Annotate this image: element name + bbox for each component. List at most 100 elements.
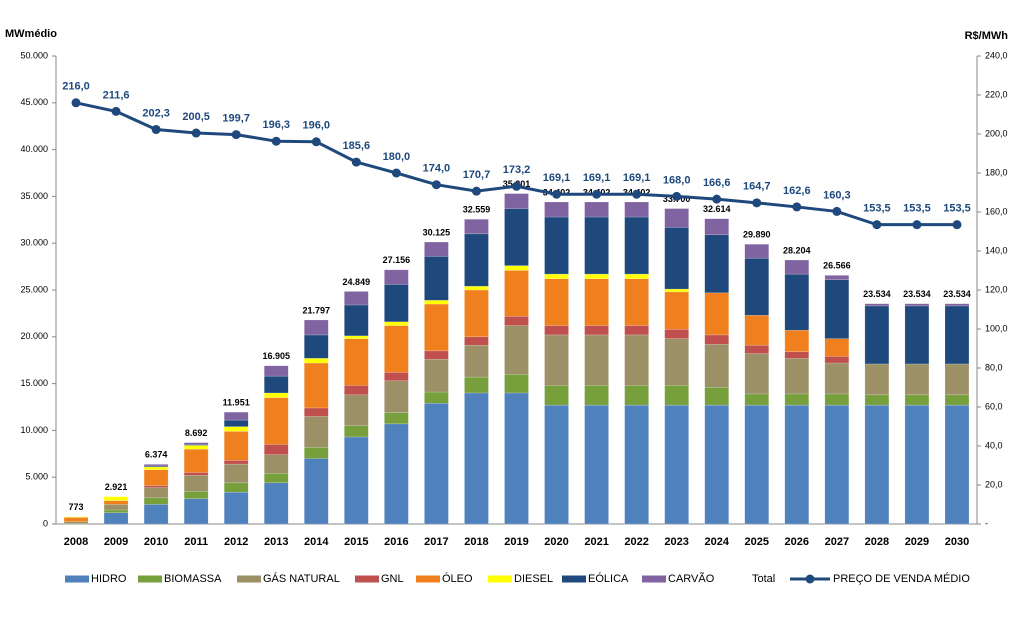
price-label: 180,0 <box>383 151 411 163</box>
bar-segment <box>944 394 970 406</box>
y2ticks-label: 220,0 <box>985 89 1008 99</box>
x-tick-label: 2023 <box>664 536 688 548</box>
bar-segment <box>504 270 529 317</box>
bar-segment <box>704 344 729 388</box>
bar-segment <box>904 303 930 307</box>
price-label: 160,3 <box>823 189 851 201</box>
price-label: 196,0 <box>303 120 331 132</box>
bar-segment <box>624 278 649 326</box>
bar-segment <box>304 458 329 525</box>
x-tick-label: 2021 <box>584 536 608 548</box>
price-label: 170,7 <box>463 169 491 181</box>
legend-label: HIDRO <box>91 573 127 585</box>
x-tick-label: 2029 <box>905 536 929 548</box>
bar-segment <box>944 303 970 307</box>
total-label: 23.534 <box>863 289 891 299</box>
price-point <box>271 136 281 146</box>
yticks-label: 40.000 <box>20 144 48 154</box>
x-tick-label: 2018 <box>464 536 488 548</box>
price-point <box>512 181 521 191</box>
price-point <box>712 194 722 204</box>
bar-segment <box>424 359 449 393</box>
bar-segment <box>544 385 569 406</box>
bar-segment <box>223 431 249 461</box>
bar-segment <box>223 411 249 421</box>
legend-label: GNL <box>381 573 404 585</box>
bar-segment <box>544 278 569 326</box>
bar-segment <box>544 201 569 218</box>
bar-segment <box>183 490 209 499</box>
bar-segment <box>464 218 489 235</box>
bar-segment <box>223 482 249 493</box>
x-tick-label: 2025 <box>745 536 769 548</box>
bar-segment <box>864 305 890 365</box>
legend-swatch <box>488 575 512 583</box>
total-label: 11.951 <box>223 398 250 408</box>
bar-segment <box>304 407 329 417</box>
bar-segment <box>944 363 970 396</box>
bar-segment <box>584 334 609 386</box>
legend-swatch <box>355 575 379 583</box>
bar-segment <box>864 394 890 406</box>
y2ticks-label: 40,0 <box>985 440 1003 450</box>
y2ticks-label: 20,0 <box>985 479 1003 489</box>
price-label: 162,6 <box>783 185 811 197</box>
bar-segment <box>904 394 930 406</box>
yticks-label: 45.000 <box>20 97 48 107</box>
bar-segment <box>704 218 729 236</box>
bar-segment <box>504 325 529 375</box>
bar-segment <box>704 292 729 336</box>
bar-segment <box>464 289 489 338</box>
yticks-label: 30.000 <box>20 238 48 248</box>
legend-label: Total <box>752 573 775 585</box>
bar-segment <box>624 273 649 280</box>
bar-segment <box>103 500 129 505</box>
x-tick-label: 2026 <box>785 536 809 548</box>
bar-segment <box>344 291 369 306</box>
bar-segment <box>183 448 209 473</box>
x-tick-label: 2010 <box>144 536 168 548</box>
price-point <box>231 130 241 140</box>
bar-segment <box>784 351 810 359</box>
bar-segment <box>103 496 129 501</box>
bar-segment <box>744 353 770 395</box>
y2ticks-label: 120,0 <box>985 284 1008 294</box>
bar-segment <box>624 216 649 275</box>
bar-segment <box>263 444 289 455</box>
x-tick-label: 2012 <box>224 536 248 548</box>
price-point <box>351 157 361 167</box>
bar-segment <box>384 321 409 326</box>
price-point <box>752 198 762 208</box>
price-point <box>71 98 81 108</box>
bar-segment <box>744 404 770 525</box>
bar-segment <box>183 498 209 525</box>
yticks-label: 15.000 <box>20 378 48 388</box>
bar-segment <box>223 460 249 465</box>
bar-segment <box>784 404 810 525</box>
bar-segment <box>384 269 409 285</box>
price-point <box>311 137 321 147</box>
x-tick-label: 2027 <box>825 536 849 548</box>
bar-segment <box>744 243 770 259</box>
bar-segment <box>944 404 970 525</box>
price-point <box>471 186 481 196</box>
price-label: 202,3 <box>142 107 170 119</box>
bar-segment <box>544 325 569 336</box>
bar-segment <box>544 404 569 525</box>
price-point <box>952 220 962 230</box>
price-point <box>592 189 602 199</box>
bar-segment <box>584 385 609 406</box>
y2ticks-label: 200,0 <box>985 128 1008 138</box>
price-label: 216,0 <box>62 81 90 93</box>
bar-segment <box>504 315 529 326</box>
price-label: 174,0 <box>423 163 451 175</box>
bar-segment <box>263 397 289 445</box>
bar-segment <box>384 412 409 425</box>
price-label: 168,0 <box>663 174 691 186</box>
x-tick-label: 2020 <box>544 536 568 548</box>
bar-segment <box>263 365 289 377</box>
bar-segment <box>263 375 289 394</box>
bar-segment <box>504 373 529 394</box>
bar-segment <box>464 344 489 378</box>
